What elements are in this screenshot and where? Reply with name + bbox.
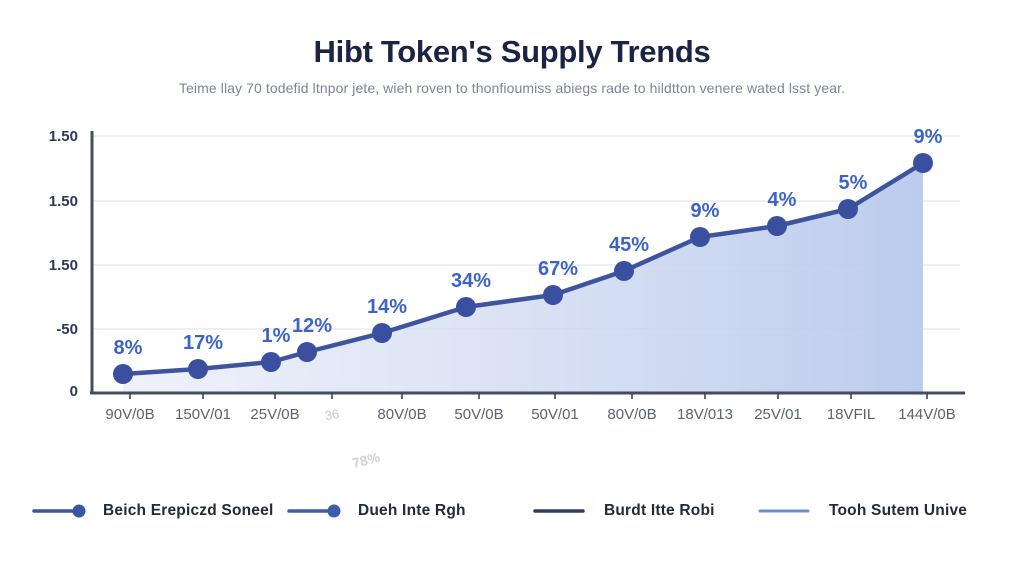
data-point-marker [456, 297, 476, 317]
legend-item-1[interactable]: Beich Erepiczd Soneel [32, 502, 273, 520]
data-point-label: 5% [839, 172, 868, 194]
data-point-label: 4% [768, 189, 797, 211]
data-point-label: 8% [114, 337, 143, 359]
legend-marker-dot-icon [327, 504, 341, 518]
legend-line-dot-icon [287, 504, 341, 518]
area-fill [123, 163, 923, 393]
x-tick-label: 25V/01 [754, 406, 802, 423]
legend-label: Burdt Itte Robi [604, 502, 715, 519]
x-tick-label: 25V/0B [250, 406, 299, 423]
data-point-label: 45% [609, 234, 649, 256]
legend-label: Beich Erepiczd Soneel [103, 502, 274, 519]
legend-item-4[interactable]: Tooh Sutem Unive [758, 502, 967, 520]
chart-header: Hibt Token's Supply Trends Teime llay 70… [0, 0, 1024, 96]
x-tick-label: 18V/013 [677, 406, 733, 423]
data-point-label: 9% [691, 200, 720, 222]
data-point-label: 34% [451, 270, 491, 292]
y-tick-label: -50 [56, 321, 78, 338]
y-tick-label: 0 [70, 383, 78, 400]
x-tick-label: 150V/01 [175, 406, 231, 423]
data-point-label: 9% [914, 126, 943, 148]
x-tick-label: 144V/0B [898, 406, 956, 423]
data-point-label: 1% [262, 325, 291, 347]
data-point-marker [372, 323, 392, 343]
y-tick-label: 1.50 [49, 257, 78, 274]
y-tick-label: 1.50 [49, 128, 78, 145]
chart-subtitle: Teime llay 70 todefid ltnpor jete, wieh … [178, 80, 846, 96]
legend-label: Dueh Inte Rgh [358, 502, 466, 519]
data-point-marker [690, 227, 710, 247]
data-point-marker [261, 352, 281, 372]
data-point-label: 67% [538, 258, 578, 280]
data-point-marker [913, 153, 933, 173]
x-tick-label: 50V/01 [531, 406, 579, 423]
data-point-marker [838, 199, 858, 219]
legend-item-3[interactable]: Burdt Itte Robi [533, 502, 715, 520]
legend-line-dot-icon [32, 504, 86, 518]
legend-item-2[interactable]: Dueh Inte Rgh [287, 502, 466, 520]
data-point-label: 14% [367, 296, 407, 318]
data-point-marker [113, 364, 133, 384]
x-tick-label: 50V/0B [454, 406, 503, 423]
legend-line-icon [758, 509, 810, 513]
y-tick-label: 1.50 [49, 193, 78, 210]
x-tick-label: 80V/0B [607, 406, 656, 423]
data-point-marker [543, 285, 563, 305]
x-tick-label-faint: 36 [323, 406, 340, 423]
x-tick-label: 18VFIL [827, 406, 875, 423]
chart-title: Hibt Token's Supply Trends [313, 34, 711, 69]
data-point-label: 12% [292, 315, 332, 337]
legend-label: Tooh Sutem Unive [829, 502, 968, 519]
legend-marker-dot-icon [72, 504, 86, 518]
data-point-marker [297, 342, 317, 362]
data-point-marker [614, 261, 634, 281]
x-tick-label: 80V/0B [377, 406, 426, 423]
x-tick-label: 90V/0B [105, 406, 154, 423]
legend-line-icon [533, 509, 585, 513]
chart-legend: Beich Erepiczd Soneel Dueh Inte Rgh Burdt … [0, 502, 1024, 532]
data-point-label: 17% [183, 332, 223, 354]
data-point-marker [767, 216, 787, 236]
trend-line [120, 160, 926, 377]
data-point-marker [188, 359, 208, 379]
